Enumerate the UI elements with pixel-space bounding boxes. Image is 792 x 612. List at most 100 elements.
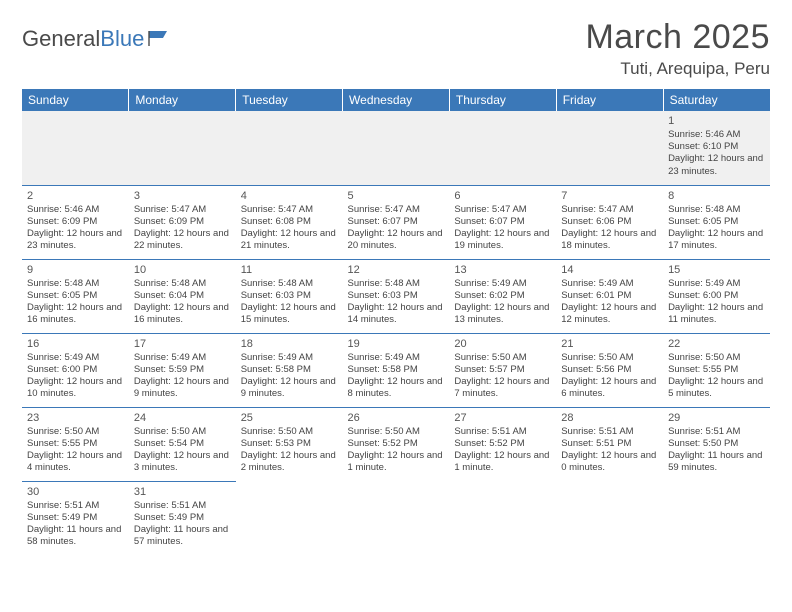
- calendar-cell: [449, 481, 556, 555]
- daylight-line: Daylight: 12 hours and 4 minutes.: [27, 450, 124, 474]
- sunrise-line: Sunrise: 5:50 AM: [134, 426, 231, 438]
- calendar-cell: 13Sunrise: 5:49 AMSunset: 6:02 PMDayligh…: [449, 259, 556, 333]
- calendar-cell: 16Sunrise: 5:49 AMSunset: 6:00 PMDayligh…: [22, 333, 129, 407]
- day-number: 3: [134, 189, 231, 203]
- sunrise-line: Sunrise: 5:49 AM: [561, 278, 658, 290]
- col-thursday: Thursday: [449, 89, 556, 111]
- sunset-line: Sunset: 5:58 PM: [241, 364, 338, 376]
- calendar-cell: 26Sunrise: 5:50 AMSunset: 5:52 PMDayligh…: [343, 407, 450, 481]
- sunset-line: Sunset: 5:58 PM: [348, 364, 445, 376]
- calendar-row: 30Sunrise: 5:51 AMSunset: 5:49 PMDayligh…: [22, 481, 770, 555]
- calendar-cell: 24Sunrise: 5:50 AMSunset: 5:54 PMDayligh…: [129, 407, 236, 481]
- day-number: 8: [668, 189, 765, 203]
- calendar-cell: 6Sunrise: 5:47 AMSunset: 6:07 PMDaylight…: [449, 185, 556, 259]
- col-friday: Friday: [556, 89, 663, 111]
- col-tuesday: Tuesday: [236, 89, 343, 111]
- calendar-row: 2Sunrise: 5:46 AMSunset: 6:09 PMDaylight…: [22, 185, 770, 259]
- calendar-cell: [236, 111, 343, 185]
- calendar-cell: 17Sunrise: 5:49 AMSunset: 5:59 PMDayligh…: [129, 333, 236, 407]
- calendar-cell: 28Sunrise: 5:51 AMSunset: 5:51 PMDayligh…: [556, 407, 663, 481]
- sunset-line: Sunset: 5:52 PM: [348, 438, 445, 450]
- day-number: 2: [27, 189, 124, 203]
- daylight-line: Daylight: 12 hours and 16 minutes.: [134, 302, 231, 326]
- day-number: 15: [668, 263, 765, 277]
- calendar-cell: [663, 481, 770, 555]
- calendar-cell: 8Sunrise: 5:48 AMSunset: 6:05 PMDaylight…: [663, 185, 770, 259]
- calendar-cell: 20Sunrise: 5:50 AMSunset: 5:57 PMDayligh…: [449, 333, 556, 407]
- sunrise-line: Sunrise: 5:51 AM: [134, 500, 231, 512]
- sunset-line: Sunset: 6:08 PM: [241, 216, 338, 228]
- sunset-line: Sunset: 6:04 PM: [134, 290, 231, 302]
- sunrise-line: Sunrise: 5:48 AM: [241, 278, 338, 290]
- logo-text-blue: Blue: [100, 26, 144, 52]
- col-sunday: Sunday: [22, 89, 129, 111]
- calendar-cell: 21Sunrise: 5:50 AMSunset: 5:56 PMDayligh…: [556, 333, 663, 407]
- calendar-row: 1Sunrise: 5:46 AMSunset: 6:10 PMDaylight…: [22, 111, 770, 185]
- day-number: 11: [241, 263, 338, 277]
- sunset-line: Sunset: 6:07 PM: [454, 216, 551, 228]
- daylight-line: Daylight: 12 hours and 8 minutes.: [348, 376, 445, 400]
- sunrise-line: Sunrise: 5:47 AM: [561, 204, 658, 216]
- calendar-cell: 5Sunrise: 5:47 AMSunset: 6:07 PMDaylight…: [343, 185, 450, 259]
- daylight-line: Daylight: 12 hours and 5 minutes.: [668, 376, 765, 400]
- sunrise-line: Sunrise: 5:46 AM: [27, 204, 124, 216]
- sunrise-line: Sunrise: 5:51 AM: [27, 500, 124, 512]
- day-number: 27: [454, 411, 551, 425]
- sunrise-line: Sunrise: 5:50 AM: [241, 426, 338, 438]
- day-number: 5: [348, 189, 445, 203]
- day-number: 28: [561, 411, 658, 425]
- daylight-line: Daylight: 12 hours and 17 minutes.: [668, 228, 765, 252]
- daylight-line: Daylight: 12 hours and 15 minutes.: [241, 302, 338, 326]
- sunset-line: Sunset: 5:49 PM: [27, 512, 124, 524]
- calendar-cell: 22Sunrise: 5:50 AMSunset: 5:55 PMDayligh…: [663, 333, 770, 407]
- sunset-line: Sunset: 6:06 PM: [561, 216, 658, 228]
- calendar-cell: 7Sunrise: 5:47 AMSunset: 6:06 PMDaylight…: [556, 185, 663, 259]
- daylight-line: Daylight: 12 hours and 1 minute.: [454, 450, 551, 474]
- calendar-cell: 27Sunrise: 5:51 AMSunset: 5:52 PMDayligh…: [449, 407, 556, 481]
- sunset-line: Sunset: 6:00 PM: [668, 290, 765, 302]
- calendar-cell: 14Sunrise: 5:49 AMSunset: 6:01 PMDayligh…: [556, 259, 663, 333]
- daylight-line: Daylight: 12 hours and 19 minutes.: [454, 228, 551, 252]
- location-subtitle: Tuti, Arequipa, Peru: [585, 59, 770, 79]
- sunset-line: Sunset: 5:56 PM: [561, 364, 658, 376]
- logo-text-dark: General: [22, 26, 100, 52]
- day-number: 1: [668, 114, 765, 128]
- calendar-body: 1Sunrise: 5:46 AMSunset: 6:10 PMDaylight…: [22, 111, 770, 555]
- day-number: 26: [348, 411, 445, 425]
- day-number: 6: [454, 189, 551, 203]
- daylight-line: Daylight: 12 hours and 12 minutes.: [561, 302, 658, 326]
- calendar-row: 23Sunrise: 5:50 AMSunset: 5:55 PMDayligh…: [22, 407, 770, 481]
- sunset-line: Sunset: 6:03 PM: [348, 290, 445, 302]
- sunrise-line: Sunrise: 5:51 AM: [454, 426, 551, 438]
- calendar-cell: [22, 111, 129, 185]
- daylight-line: Daylight: 12 hours and 16 minutes.: [27, 302, 124, 326]
- calendar-cell: 9Sunrise: 5:48 AMSunset: 6:05 PMDaylight…: [22, 259, 129, 333]
- sunset-line: Sunset: 6:05 PM: [668, 216, 765, 228]
- daylight-line: Daylight: 12 hours and 23 minutes.: [27, 228, 124, 252]
- day-number: 9: [27, 263, 124, 277]
- day-number: 16: [27, 337, 124, 351]
- col-monday: Monday: [129, 89, 236, 111]
- sunset-line: Sunset: 5:50 PM: [668, 438, 765, 450]
- daylight-line: Daylight: 12 hours and 2 minutes.: [241, 450, 338, 474]
- sunset-line: Sunset: 6:02 PM: [454, 290, 551, 302]
- sunrise-line: Sunrise: 5:47 AM: [454, 204, 551, 216]
- sunrise-line: Sunrise: 5:50 AM: [561, 352, 658, 364]
- sunset-line: Sunset: 5:54 PM: [134, 438, 231, 450]
- calendar-cell: 12Sunrise: 5:48 AMSunset: 6:03 PMDayligh…: [343, 259, 450, 333]
- daylight-line: Daylight: 11 hours and 59 minutes.: [668, 450, 765, 474]
- day-number: 10: [134, 263, 231, 277]
- daylight-line: Daylight: 11 hours and 57 minutes.: [134, 524, 231, 548]
- sunrise-line: Sunrise: 5:50 AM: [27, 426, 124, 438]
- day-number: 25: [241, 411, 338, 425]
- calendar-row: 16Sunrise: 5:49 AMSunset: 6:00 PMDayligh…: [22, 333, 770, 407]
- sunset-line: Sunset: 5:53 PM: [241, 438, 338, 450]
- sunrise-line: Sunrise: 5:49 AM: [241, 352, 338, 364]
- daylight-line: Daylight: 12 hours and 18 minutes.: [561, 228, 658, 252]
- sunset-line: Sunset: 5:57 PM: [454, 364, 551, 376]
- calendar-cell: 30Sunrise: 5:51 AMSunset: 5:49 PMDayligh…: [22, 481, 129, 555]
- sunrise-line: Sunrise: 5:49 AM: [348, 352, 445, 364]
- daylight-line: Daylight: 12 hours and 14 minutes.: [348, 302, 445, 326]
- sunrise-line: Sunrise: 5:50 AM: [348, 426, 445, 438]
- day-number: 7: [561, 189, 658, 203]
